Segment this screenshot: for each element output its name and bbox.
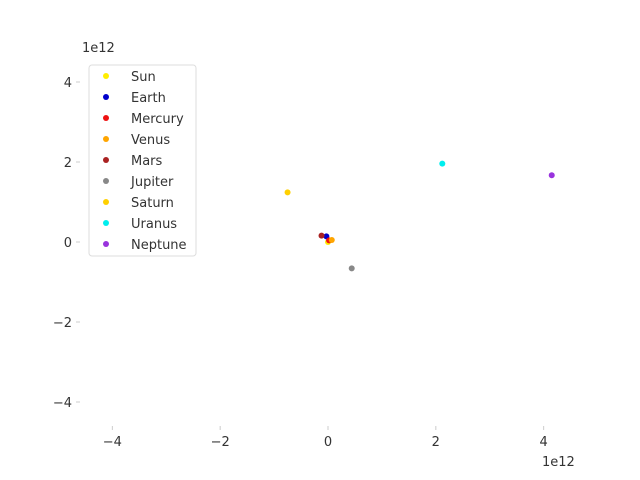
x-tick-label: 2 (432, 435, 440, 450)
legend-label-mercury: Mercury (131, 112, 184, 127)
point-saturn (284, 189, 291, 196)
y-tick-label: −4 (53, 396, 72, 411)
legend-frame (88, 64, 197, 257)
legend-marker-mars (103, 157, 109, 163)
legend-label-earth: Earth (131, 91, 166, 106)
legend-label-neptune: Neptune (131, 238, 187, 253)
legend-label-venus: Venus (131, 133, 170, 148)
legend-marker-uranus (103, 220, 109, 226)
legend-marker-mercury (103, 115, 109, 121)
x-axis-offset-label: 1e12 (542, 455, 575, 470)
legend-label-jupiter: Jupiter (130, 175, 174, 190)
point-mars (318, 232, 325, 239)
legend-marker-earth (103, 94, 109, 100)
x-tick-label: −4 (103, 435, 122, 450)
y-tick-label: 0 (64, 236, 72, 251)
x-tick-label: 4 (540, 435, 548, 450)
legend-label-saturn: Saturn (131, 196, 174, 211)
legend-label-uranus: Uranus (131, 217, 177, 232)
y-axis-offset-label: 1e12 (82, 41, 115, 56)
legend-marker-sun (103, 73, 109, 79)
x-tick-label: 0 (324, 435, 332, 450)
legend-marker-jupiter (103, 178, 109, 184)
legend-marker-neptune (103, 241, 109, 247)
x-axis-ticks: −4 −2 0 2 4 (101, 426, 549, 452)
point-venus (328, 237, 335, 243)
legend-marker-saturn (103, 199, 109, 205)
legend: Sun Earth Mercury Venus Mars Jupiter Saturn Ura… (88, 64, 197, 257)
point-jupiter (348, 265, 355, 272)
y-tick-label: 4 (64, 76, 72, 91)
y-tick-label: −2 (53, 316, 72, 331)
legend-label-mars: Mars (131, 154, 163, 169)
legend-items: Sun Earth Mercury Venus Mars Jupiter Saturn Ura… (103, 69, 188, 255)
data-points (284, 160, 555, 272)
point-neptune (548, 172, 555, 179)
y-axis-ticks: −4 −2 0 2 4 (51, 75, 80, 413)
legend-label-sun: Sun (131, 70, 156, 85)
point-uranus (439, 160, 446, 167)
y-tick-label: 2 (64, 156, 72, 171)
x-tick-label: −2 (211, 435, 230, 450)
legend-marker-venus (103, 136, 109, 142)
